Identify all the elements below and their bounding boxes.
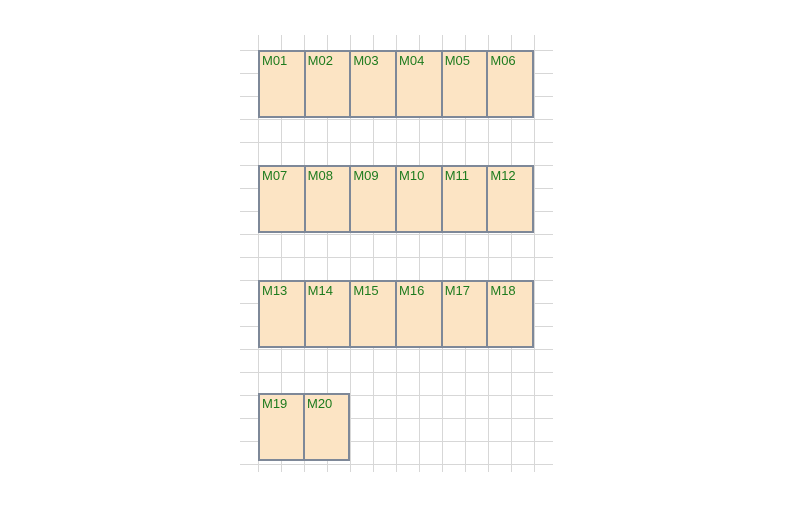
module-block-m07[interactable]: M07 <box>260 167 304 231</box>
module-block-m15[interactable]: M15 <box>349 282 396 346</box>
module-block-m19[interactable]: M19 <box>260 395 303 459</box>
module-label: M07 <box>262 168 288 183</box>
module-label: M03 <box>353 53 379 68</box>
module-block-m17[interactable]: M17 <box>440 282 487 346</box>
module-block-m20[interactable]: M20 <box>303 395 348 459</box>
module-block-m11[interactable]: M11 <box>440 167 487 231</box>
module-label: M18 <box>490 283 516 298</box>
module-block-m16[interactable]: M16 <box>395 282 441 346</box>
module-block-m14[interactable]: M14 <box>303 282 350 346</box>
module-label: M16 <box>399 283 425 298</box>
module-label: M10 <box>399 168 425 183</box>
module-label: M09 <box>353 168 379 183</box>
module-block-m03[interactable]: M03 <box>349 52 396 116</box>
module-label: M01 <box>262 53 288 68</box>
module-label: M20 <box>307 396 333 411</box>
module-label: M14 <box>307 283 333 298</box>
module-row-3: M13 M14 M15 M16 M17 M18 <box>258 280 534 348</box>
module-block-m10[interactable]: M10 <box>395 167 441 231</box>
module-block-m06[interactable]: M06 <box>486 52 533 116</box>
module-block-m09[interactable]: M09 <box>349 167 396 231</box>
module-label: M13 <box>262 283 288 298</box>
module-label: M04 <box>399 53 425 68</box>
module-label: M15 <box>353 283 379 298</box>
module-block-m05[interactable]: M05 <box>440 52 487 116</box>
module-label: M08 <box>307 168 333 183</box>
module-block-m08[interactable]: M08 <box>303 167 350 231</box>
module-label: M12 <box>490 168 516 183</box>
module-row-2: M07 M08 M09 M10 M11 M12 <box>258 165 534 233</box>
module-block-m12[interactable]: M12 <box>486 167 533 231</box>
module-label: M05 <box>444 53 470 68</box>
module-block-m18[interactable]: M18 <box>486 282 533 346</box>
module-label: M02 <box>307 53 333 68</box>
module-row-1: M01 M02 M03 M04 M05 M06 <box>258 50 534 118</box>
module-block-m01[interactable]: M01 <box>260 52 304 116</box>
module-row-4: M19 M20 <box>258 393 350 461</box>
module-block-m02[interactable]: M02 <box>303 52 350 116</box>
module-label: M11 <box>444 168 470 183</box>
module-block-m04[interactable]: M04 <box>395 52 441 116</box>
module-block-m13[interactable]: M13 <box>260 282 304 346</box>
module-label: M19 <box>262 396 288 411</box>
module-label: M06 <box>490 53 516 68</box>
module-label: M17 <box>444 283 470 298</box>
